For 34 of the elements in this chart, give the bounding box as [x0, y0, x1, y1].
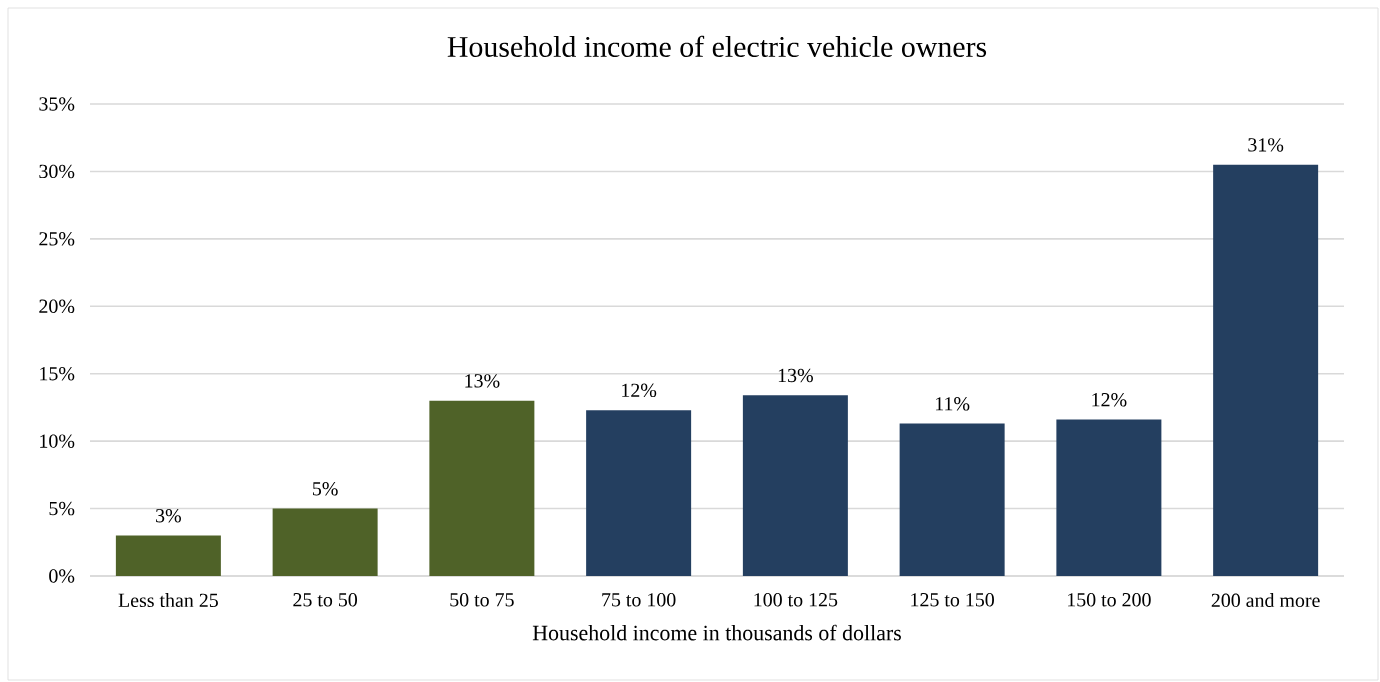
data-label: 12% — [1092, 393, 1127, 407]
y-tick-label: 30% — [39, 164, 75, 179]
data-label: 31% — [1248, 138, 1284, 152]
bar — [1213, 164, 1319, 576]
y-tick-label: 15% — [40, 366, 75, 381]
chart-title: Household income of electric vehicle owners — [447, 35, 987, 57]
bar — [742, 395, 848, 576]
x-tick-label: Less than 25 — [118, 593, 218, 608]
y-tick-label: 0% — [49, 569, 75, 583]
bar — [272, 508, 378, 576]
data-label: 11% — [935, 397, 970, 411]
bar — [899, 423, 1005, 576]
y-tick-label: 35% — [39, 97, 75, 111]
x-axis-title: Household income in thousands of dollars — [532, 624, 901, 641]
y-tick-label: 10% — [40, 434, 75, 448]
bar — [115, 535, 221, 576]
x-tick-label: 75 to 100 — [602, 593, 676, 607]
bar — [586, 410, 692, 576]
data-label: 13% — [465, 374, 500, 388]
data-label: 13% — [778, 368, 813, 383]
y-tick-label: 25% — [39, 232, 75, 246]
data-label: 5% — [313, 482, 338, 496]
x-tick-label: 100 to 125 — [754, 593, 838, 607]
y-tick-label: 20% — [39, 299, 75, 314]
x-tick-label: 25 to 50 — [293, 593, 358, 607]
bar — [1056, 419, 1162, 576]
x-tick-label: 150 to 200 — [1068, 593, 1151, 607]
data-label: 3% — [156, 508, 181, 523]
x-tick-label: 50 to 75 — [450, 593, 514, 607]
x-tick-label: 125 to 150 — [911, 593, 994, 607]
bar — [429, 400, 535, 576]
y-tick-label: 5% — [49, 501, 75, 516]
data-label: 12% — [622, 383, 657, 398]
x-tick-label: 200 and more — [1211, 593, 1320, 608]
